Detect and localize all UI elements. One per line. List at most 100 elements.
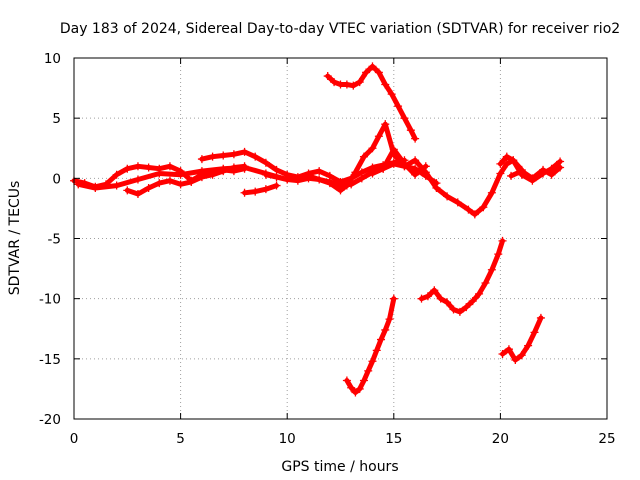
y-tick-label: -10 xyxy=(39,292,61,308)
data-point xyxy=(524,341,533,350)
data-point xyxy=(443,192,452,201)
data-point xyxy=(304,174,313,183)
data-point xyxy=(240,162,249,171)
data-point xyxy=(470,210,479,219)
data-point xyxy=(394,102,403,111)
data-point xyxy=(133,175,142,184)
y-tick-label: 10 xyxy=(44,51,61,67)
data-point xyxy=(547,170,556,179)
data-point xyxy=(351,168,360,177)
data-point xyxy=(187,177,196,186)
data-point xyxy=(293,176,302,185)
data-point xyxy=(421,162,430,171)
axis-ticks: 0 5 10 15 20 25 -20 -15 -10 -5 0 5 10 xyxy=(39,51,616,447)
data-point xyxy=(464,205,473,214)
data-point xyxy=(481,279,490,288)
data-point xyxy=(400,114,409,123)
data-point xyxy=(511,356,520,365)
data-point xyxy=(176,170,185,179)
data-point xyxy=(349,81,358,90)
x-tick-label: 20 xyxy=(492,431,509,447)
y-tick-label: 5 xyxy=(52,111,61,127)
data-series-trace xyxy=(370,147,429,178)
data-point xyxy=(219,151,228,160)
data-point xyxy=(379,164,388,173)
x-tick-label: 10 xyxy=(279,431,296,447)
data-point xyxy=(197,173,206,182)
plot-area xyxy=(70,62,565,397)
y-tick-label: -5 xyxy=(48,232,61,248)
data-point xyxy=(406,126,415,135)
data-point xyxy=(496,169,505,178)
data-point xyxy=(155,179,164,188)
x-tick-label: 15 xyxy=(385,431,402,447)
data-point xyxy=(342,376,351,385)
data-point xyxy=(411,134,420,143)
data-point xyxy=(123,164,132,173)
data-point xyxy=(504,345,513,354)
data-point xyxy=(528,174,537,183)
data-point xyxy=(261,170,270,179)
data-point xyxy=(430,286,439,295)
data-point xyxy=(165,162,174,171)
data-point xyxy=(389,145,398,154)
y-tick-label: -20 xyxy=(39,412,61,428)
data-point xyxy=(436,294,445,303)
data-series-trace xyxy=(419,238,505,315)
data-point xyxy=(133,162,142,171)
data-series xyxy=(498,313,545,365)
data-point xyxy=(261,158,270,167)
y-axis-label: SDTVAR / TECUs xyxy=(7,181,23,296)
data-point xyxy=(372,346,381,355)
data-series xyxy=(342,294,398,397)
data-point xyxy=(479,203,488,212)
data-point xyxy=(496,159,505,168)
data-point xyxy=(509,156,518,165)
data-point xyxy=(374,68,383,77)
data-point xyxy=(208,170,217,179)
data-point xyxy=(359,376,368,385)
data-point xyxy=(475,289,484,298)
data-point xyxy=(155,169,164,178)
data-point xyxy=(389,159,398,168)
data-point xyxy=(517,351,526,360)
data-point xyxy=(144,163,153,172)
data-point xyxy=(368,169,377,178)
data-point xyxy=(315,167,324,176)
data-series xyxy=(417,236,507,316)
data-point xyxy=(74,180,83,189)
data-point xyxy=(355,78,364,87)
data-point xyxy=(432,183,441,192)
x-tick-label: 5 xyxy=(176,431,185,447)
data-point xyxy=(381,120,390,129)
data-series xyxy=(240,181,281,197)
data-point xyxy=(377,335,386,344)
data-point xyxy=(144,183,153,192)
data-point xyxy=(494,250,503,259)
data-point xyxy=(351,388,360,397)
data-point xyxy=(381,80,390,89)
data-series-trace xyxy=(325,63,418,142)
data-point xyxy=(389,294,398,303)
data-point xyxy=(368,144,377,153)
chart-title: Day 183 of 2024, Sidereal Day-to-day VTE… xyxy=(60,21,620,37)
data-point xyxy=(423,292,432,301)
data-point xyxy=(197,155,206,164)
data-point xyxy=(374,132,383,141)
data-point xyxy=(364,366,373,375)
data-point xyxy=(455,307,464,316)
data-series-trace xyxy=(508,165,563,181)
data-point xyxy=(556,163,565,172)
data-point xyxy=(272,165,281,174)
data-point xyxy=(91,183,100,192)
data-point xyxy=(342,181,351,190)
data-point xyxy=(462,303,471,312)
data-point xyxy=(240,188,249,197)
plot-frame xyxy=(73,57,608,420)
data-series xyxy=(507,163,565,183)
data-point xyxy=(283,175,292,184)
data-point xyxy=(417,294,426,303)
data-point xyxy=(539,165,548,174)
data-point xyxy=(443,298,452,307)
data-point xyxy=(347,383,356,392)
